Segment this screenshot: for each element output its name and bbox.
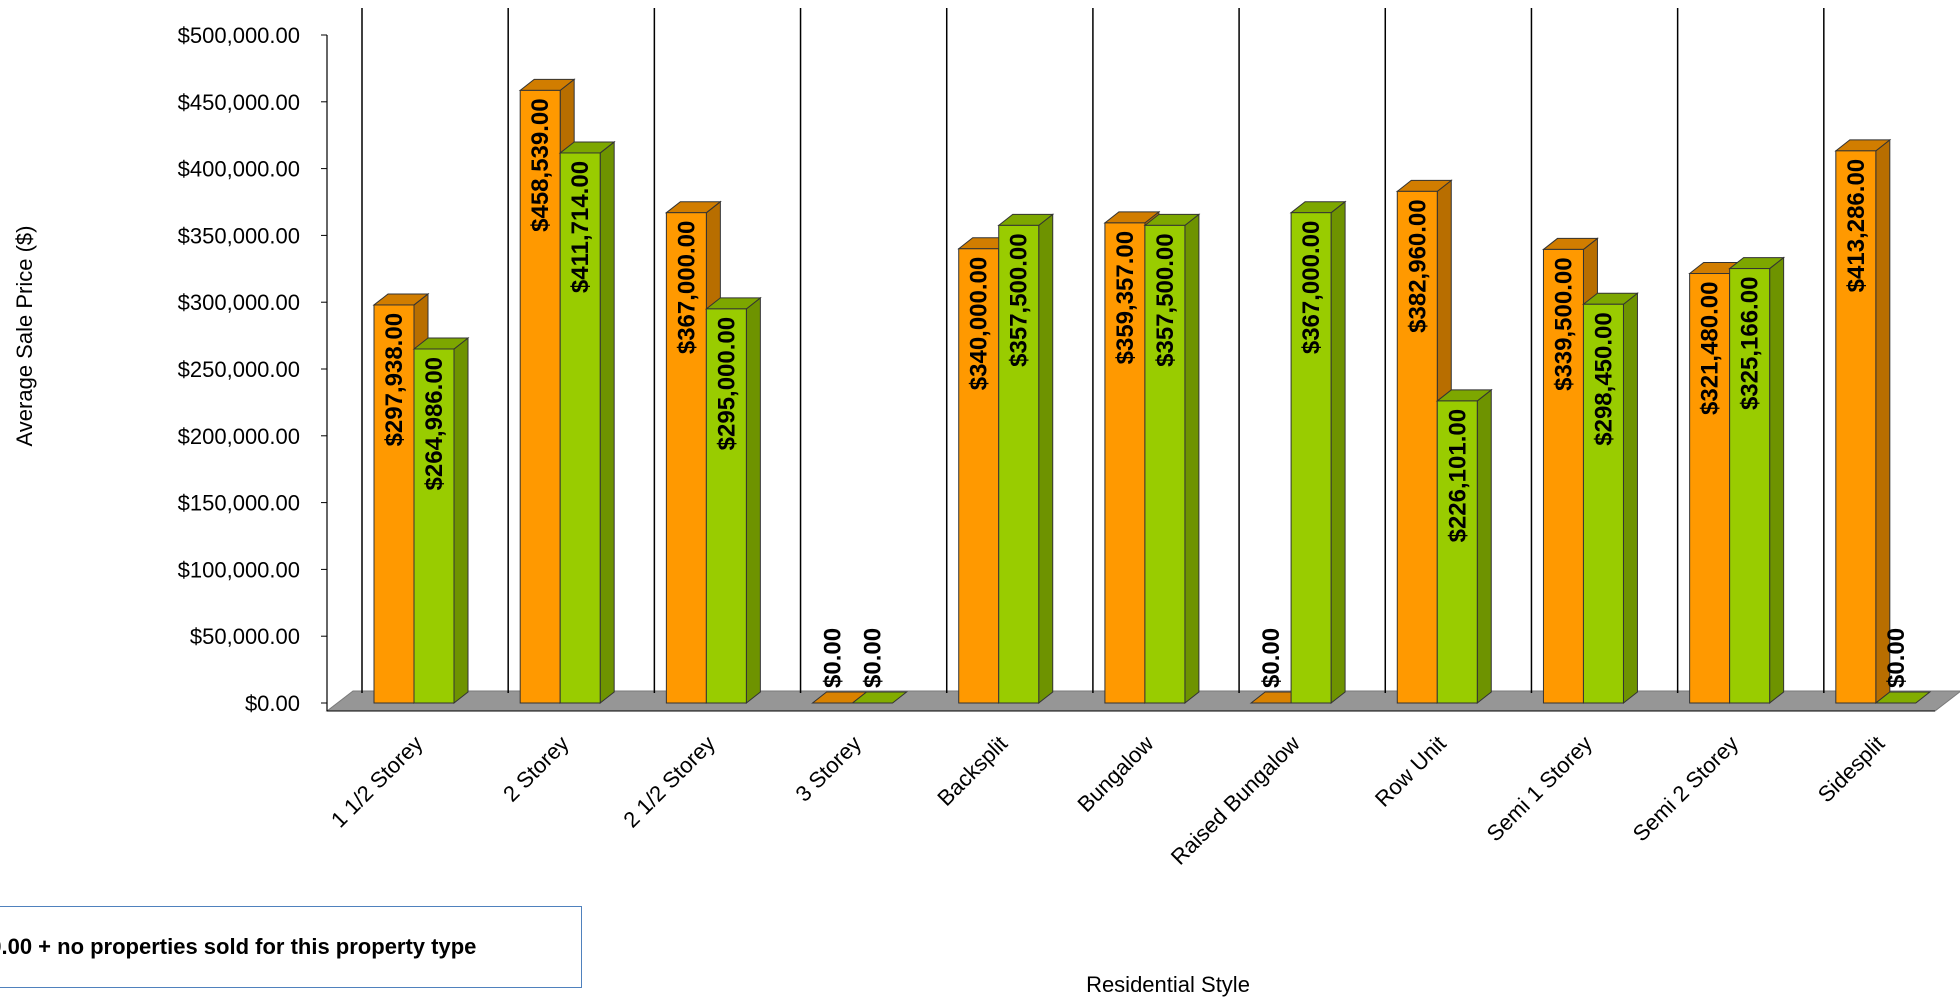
x-tick-label: Row Unit [1370, 731, 1451, 812]
data-label: $0.00 [820, 628, 847, 688]
x-tick-label: 2 1/2 Storey [618, 731, 720, 833]
bar-front [1290, 212, 1332, 704]
bar-green [1874, 691, 1932, 704]
data-label: $367,000.00 [673, 221, 700, 354]
y-tick-label: $0.00 [245, 691, 300, 716]
bar-front [665, 212, 707, 704]
y-tick-label: $50,000.00 [190, 624, 300, 649]
bar-green [558, 140, 616, 705]
data-label: $264,986.00 [421, 357, 448, 490]
x-tick-label: Semi 1 Storey [1482, 731, 1597, 846]
y-tick-label: $500,000.00 [178, 23, 300, 48]
bar-orange [1834, 138, 1892, 705]
x-tick-label: Semi 2 Storey [1628, 731, 1743, 846]
bar-green [1582, 292, 1639, 705]
x-tick-label: 3 Storey [790, 731, 866, 807]
bar-front [559, 152, 601, 704]
note-box: $0.00 + no properties sold for this prop… [0, 906, 582, 988]
x-tick-label: Backsplit [932, 731, 1012, 811]
bar-green [1143, 213, 1201, 705]
bar-side [1038, 213, 1054, 705]
x-tick-label: 1 1/2 Storey [326, 731, 428, 833]
bar-green [412, 336, 470, 705]
data-label: $458,539.00 [527, 98, 554, 231]
data-label: $340,000.00 [966, 257, 993, 390]
bar-zero [1874, 691, 1932, 704]
data-label: $325,166.00 [1737, 277, 1764, 410]
bar-front [1104, 222, 1146, 704]
bar-green [1435, 388, 1493, 705]
data-labels: $297,938.00 $264,986.00 $458,539.00 $411,71… [381, 98, 1910, 688]
x-tick-label: Sidesplit [1813, 731, 1889, 807]
y-tick-label: $350,000.00 [178, 223, 300, 248]
data-label: $0.00 [1883, 628, 1910, 688]
data-label: $321,480.00 [1697, 282, 1724, 415]
bar-front [1835, 150, 1877, 704]
bar-side [1330, 200, 1346, 705]
y-tick-label: $400,000.00 [178, 157, 300, 182]
x-axis-tick-labels: 1 1/2 Storey 2 Storey 2 1/2 Storey 3 Storey… [326, 731, 1889, 870]
bar-green [1728, 256, 1786, 705]
bar-side [599, 140, 615, 705]
x-tick-label: Bungalow [1072, 731, 1158, 817]
data-label: $0.00 [860, 628, 887, 688]
bar-green [1289, 200, 1347, 705]
bars [372, 78, 1932, 705]
bar-side [1875, 138, 1891, 705]
bar-front [998, 224, 1040, 704]
bar-front [1436, 400, 1478, 704]
data-label: $297,938.00 [381, 313, 408, 446]
bar-side [453, 336, 469, 705]
y-tick-label: $100,000.00 [178, 557, 300, 582]
note-text: $0.00 + no properties sold for this prop… [0, 934, 477, 959]
data-label: $295,000.00 [713, 317, 740, 450]
data-label: $298,450.00 [1590, 312, 1617, 445]
y-tick-label: $300,000.00 [178, 290, 300, 315]
data-label: $411,714.00 [567, 161, 594, 293]
data-label: $359,357.00 [1112, 231, 1139, 364]
data-label: $0.00 [1258, 628, 1285, 688]
y-tick-label: $150,000.00 [178, 491, 300, 516]
bar-side [1476, 388, 1492, 705]
data-label: $226,101.00 [1444, 409, 1471, 542]
data-label: $382,960.00 [1404, 199, 1431, 332]
bar-side [745, 296, 761, 705]
y-axis: $0.00 $50,000.00 $100,000.00 $150,000.00 $20… [178, 23, 1935, 716]
bar-front [1582, 303, 1624, 704]
bar-zero [851, 691, 908, 704]
bar-green [997, 213, 1055, 705]
bar-front [1729, 268, 1771, 704]
bar-green [704, 296, 762, 705]
x-tick-label: 2 Storey [498, 731, 574, 807]
bar-front [1144, 224, 1186, 704]
data-label: $357,500.00 [1152, 233, 1179, 366]
bar-front [1396, 190, 1438, 704]
bar-front [1542, 248, 1584, 704]
y-tick-label: $250,000.00 [178, 357, 300, 382]
data-label: $357,500.00 [1006, 233, 1033, 366]
bar-orange [1542, 237, 1599, 705]
bar-front [413, 348, 455, 704]
bar-front [1689, 273, 1731, 704]
y-axis-title: Average Sale Price ($) [12, 226, 37, 447]
bar-green [851, 691, 908, 704]
bar-front [705, 308, 747, 704]
y-tick-label: $450,000.00 [178, 90, 300, 115]
category-gridlines [361, 8, 1825, 693]
x-axis-title: Residential Style [1086, 972, 1250, 997]
data-label: $339,500.00 [1550, 257, 1577, 390]
bar-side [1769, 256, 1785, 705]
bar-side [1184, 213, 1200, 705]
y-tick-label: $200,000.00 [178, 424, 300, 449]
bar-side [1622, 292, 1638, 705]
data-label: $367,000.00 [1298, 221, 1325, 354]
x-tick-label: Raised Bungalow [1166, 731, 1305, 870]
data-label: $413,286.00 [1843, 159, 1870, 292]
